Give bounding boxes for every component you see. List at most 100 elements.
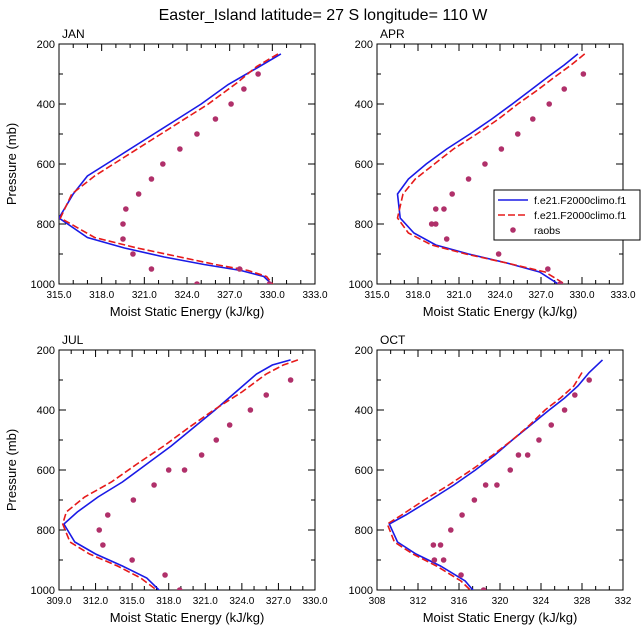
raobs-point: [545, 266, 551, 272]
y-tick-label: 1000: [31, 585, 55, 597]
raobs-point: [514, 131, 521, 137]
raobs-point: [247, 407, 254, 413]
panel-label: OCT: [380, 333, 406, 347]
raobs-point: [431, 557, 438, 563]
raobs-point: [129, 557, 135, 563]
raobs-point: [441, 206, 447, 212]
series-line-dashed: [59, 53, 279, 284]
y-tick-label: 600: [37, 159, 55, 171]
y-tick-label: 600: [37, 465, 55, 477]
raobs-point: [432, 206, 439, 212]
raobs-point: [459, 512, 465, 518]
y-tick-label: 400: [37, 99, 55, 111]
y-tick-label: 1000: [31, 279, 55, 291]
series-group: [396, 53, 587, 284]
x-tick-label: 330.0: [569, 290, 594, 301]
x-tick-label: 316: [451, 596, 468, 607]
raobs-point: [177, 146, 183, 152]
panel-jan: JAN 315.0 318.0 321.0 324.0 327.0 330.0 333.0 20…: [4, 27, 328, 319]
x-tick-label: 324: [533, 596, 550, 607]
raobs-point: [181, 467, 188, 473]
legend-label: f.e21.F2000climo.f1: [534, 195, 626, 207]
series-line-solid: [59, 53, 282, 284]
legend: f.e21.F2000climo.f1 f.e21.F2000climo.f1 ra…: [493, 189, 641, 241]
panel-label: APR: [380, 27, 405, 41]
x-tick-label: 309.0: [46, 596, 71, 607]
raobs-point: [561, 86, 568, 92]
series-line-solid: [396, 53, 579, 284]
raobs-point: [482, 161, 488, 167]
raobs-point: [458, 572, 464, 578]
series-group: [61, 359, 299, 590]
x-tick-label: 318.0: [156, 596, 181, 607]
raobs-point: [561, 407, 568, 413]
raobs-point: [176, 587, 183, 590]
x-tick-label: 320: [492, 596, 509, 607]
y-tick-label: 600: [355, 465, 373, 477]
x-tick-label: 327.0: [528, 290, 553, 301]
raobs-point: [130, 497, 137, 503]
raobs-point: [448, 527, 454, 533]
plot-frame: [376, 43, 624, 285]
y-tick-label: 200: [355, 345, 373, 357]
x-tick-label: 315.0: [46, 290, 71, 301]
series-line-dashed: [61, 359, 299, 590]
raobs-point: [449, 191, 455, 197]
x-tick-label: 330.0: [260, 290, 285, 301]
raobs-point: [212, 116, 219, 122]
legend-label: f.e21.F2000climo.f1: [534, 210, 626, 222]
y-axis-title: Pressure (mb): [4, 429, 19, 511]
raobs-point: [213, 437, 220, 443]
y-tick-label: 1000: [349, 279, 373, 291]
plot-frame: [58, 43, 316, 285]
raobs-point: [226, 422, 233, 428]
raobs-point: [437, 542, 444, 548]
x-tick-label: 318.0: [405, 290, 430, 301]
y-tick-label: 200: [355, 39, 373, 51]
raobs-point: [546, 101, 552, 107]
panel-label: JUL: [62, 333, 84, 347]
x-tick-label: 321.0: [193, 596, 218, 607]
raobs-point: [263, 392, 270, 398]
y-tick-label: 400: [37, 405, 55, 417]
raobs-point: [130, 251, 136, 257]
series-line-dashed: [386, 372, 583, 590]
raobs-point: [586, 377, 592, 383]
x-tick-label: 333.0: [610, 290, 635, 301]
y-tick-label: 200: [37, 39, 55, 51]
raobs-point: [557, 281, 563, 284]
raobs-point: [100, 542, 106, 548]
series-line-solid: [62, 359, 291, 590]
raobs-point: [120, 236, 126, 242]
x-tick-label: 312: [410, 596, 427, 607]
panel-oct: OCT 308 312 316 320 324 328 332 200 400 600 800 1000…: [349, 333, 632, 625]
x-tick-label: 318.0: [89, 290, 114, 301]
raobs-point: [465, 176, 472, 182]
raobs-point: [507, 467, 514, 473]
y-tick-label: 800: [355, 525, 373, 537]
raobs-point: [266, 281, 273, 284]
x-tick-label: 312.0: [83, 596, 108, 607]
series-group: [59, 53, 282, 284]
raobs-point: [580, 71, 587, 77]
raobs-point: [498, 146, 505, 152]
raobs-point: [120, 221, 126, 227]
raobs-point: [151, 482, 157, 488]
raobs-point: [165, 467, 172, 473]
series-line-dashed: [396, 53, 586, 284]
raobs-point: [440, 557, 447, 563]
raobs-point: [530, 116, 536, 122]
x-tick-label: 321.0: [132, 290, 157, 301]
y-tick-label: 1000: [349, 585, 373, 597]
x-axis-title: Moist Static Energy (kJ/kg): [423, 304, 578, 319]
raobs-point: [160, 161, 166, 167]
raobs-point: [104, 512, 111, 518]
x-tick-label: 308: [369, 596, 386, 607]
x-axis-title: Moist Static Energy (kJ/kg): [423, 610, 578, 625]
raobs-point: [443, 236, 450, 242]
panel-jul: JUL 309.0 312.0 315.0 318.0 321.0 324.0 327.0 33…: [4, 333, 328, 625]
raobs-point: [548, 422, 555, 428]
y-tick-label: 600: [355, 159, 373, 171]
